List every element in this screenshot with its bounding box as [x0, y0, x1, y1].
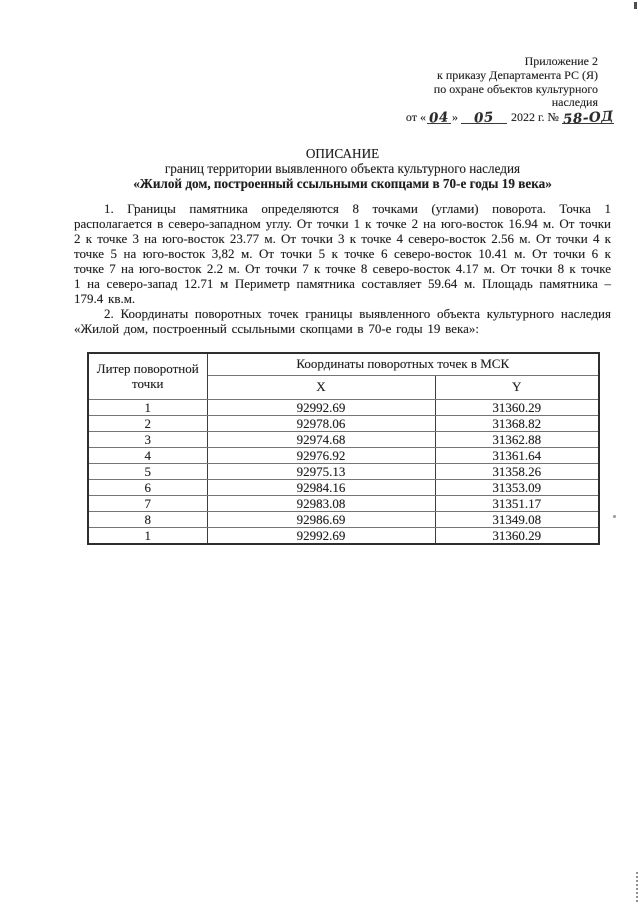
cell-y: 31360.29 [434, 526, 600, 544]
approval-header: Приложение 2 к приказу Департамента РС (… [406, 54, 614, 128]
handwritten-order-number: 58-ОД [562, 108, 614, 128]
order-number-underline: 58-ОД [562, 108, 614, 128]
table-header-y: Y [434, 374, 600, 400]
handwritten-month: 05 [473, 109, 495, 127]
table-row: 3 92974.68 31362.88 [87, 430, 600, 448]
document-subtitle: границ территории выявленного объекта ку… [164, 161, 521, 177]
object-name: «Жилой дом, построенный ссыльными скопца… [133, 176, 552, 192]
cell-point: 1 [87, 526, 208, 544]
cell-point: 3 [87, 430, 208, 448]
approval-line-order: к приказу Департамента РС (Я) [437, 67, 598, 82]
cell-point: 4 [87, 446, 208, 464]
table-row: 5 92975.13 31358.26 [87, 462, 600, 480]
cell-x: 92992.69 [206, 526, 436, 544]
date-year-part: 2022 г. № [510, 110, 559, 125]
cell-y: 31362.88 [434, 430, 600, 448]
cell-point: 6 [87, 478, 208, 496]
cell-y: 31353.09 [434, 478, 600, 496]
cell-y: 31368.82 [434, 414, 600, 432]
table-header-x: X [206, 374, 436, 400]
handwritten-day: 04 [428, 109, 450, 127]
table-row: 1 92992.69 31360.29 [87, 398, 600, 416]
scan-artifact-bottom-right [636, 872, 638, 902]
cell-y: 31351.17 [434, 494, 600, 512]
coordinates-table-wrapper: Литер поворотной точки Координаты поворо… [87, 352, 600, 545]
table-header-coordinates-group: Координаты поворотных точек в МСК [206, 352, 600, 376]
table-row: 7 92983.08 31351.17 [87, 494, 600, 512]
cell-x: 92976.92 [206, 446, 436, 464]
cell-y: 31349.08 [434, 510, 600, 528]
date-month-underline: 05 [460, 109, 507, 127]
cell-x: 92992.69 [206, 398, 436, 416]
scan-artifact-top-right [634, 2, 637, 9]
document-title: ОПИСАНИЕ [305, 146, 380, 161]
cell-x: 92984.16 [206, 478, 436, 496]
table-row: 8 92986.69 31349.08 [87, 510, 600, 528]
cell-point: 5 [87, 462, 208, 480]
paragraph-boundaries: 1. Границы памятника определяются 8 точк… [74, 201, 611, 306]
date-prefix: от « [405, 110, 426, 125]
cell-point: 2 [87, 414, 208, 432]
cell-x: 92974.68 [206, 430, 436, 448]
cell-y: 31360.29 [434, 398, 600, 416]
coordinates-table: Литер поворотной точки Координаты поворо… [87, 352, 600, 545]
approval-line-department: по охране объектов культурного [433, 81, 598, 96]
table-row: 4 92976.92 31361.64 [87, 446, 600, 464]
approval-line-appendix: Приложение 2 [524, 54, 598, 68]
cell-x: 92986.69 [206, 510, 436, 528]
scan-artifact-right-speck [613, 515, 616, 518]
cell-x: 92978.06 [206, 414, 436, 432]
cell-point: 1 [87, 398, 208, 416]
order-date-line: от «04» 05 2022 г. № 58-ОД [405, 108, 614, 128]
cell-y: 31361.64 [434, 446, 600, 464]
document-title-block: ОПИСАНИЕ границ территории выявленного о… [74, 146, 611, 192]
table-row: 6 92984.16 31353.09 [87, 478, 600, 496]
date-close-quote: » [451, 110, 458, 125]
paragraph-coordinates-intro: 2. Координаты поворотных точек границы в… [74, 306, 611, 336]
date-day-underline: 04 [426, 109, 451, 127]
table-row: 1 92992.69 31360.29 [87, 526, 600, 544]
table-header-point-letter: Литер поворотной точки [87, 352, 208, 400]
cell-point: 8 [87, 510, 208, 528]
table-row: 2 92978.06 31368.82 [87, 414, 600, 432]
cell-x: 92975.13 [206, 462, 436, 480]
cell-point: 7 [87, 494, 208, 512]
approval-line-heritage: наследия [551, 95, 598, 110]
cell-x: 92983.08 [206, 494, 436, 512]
cell-y: 31358.26 [434, 462, 600, 480]
